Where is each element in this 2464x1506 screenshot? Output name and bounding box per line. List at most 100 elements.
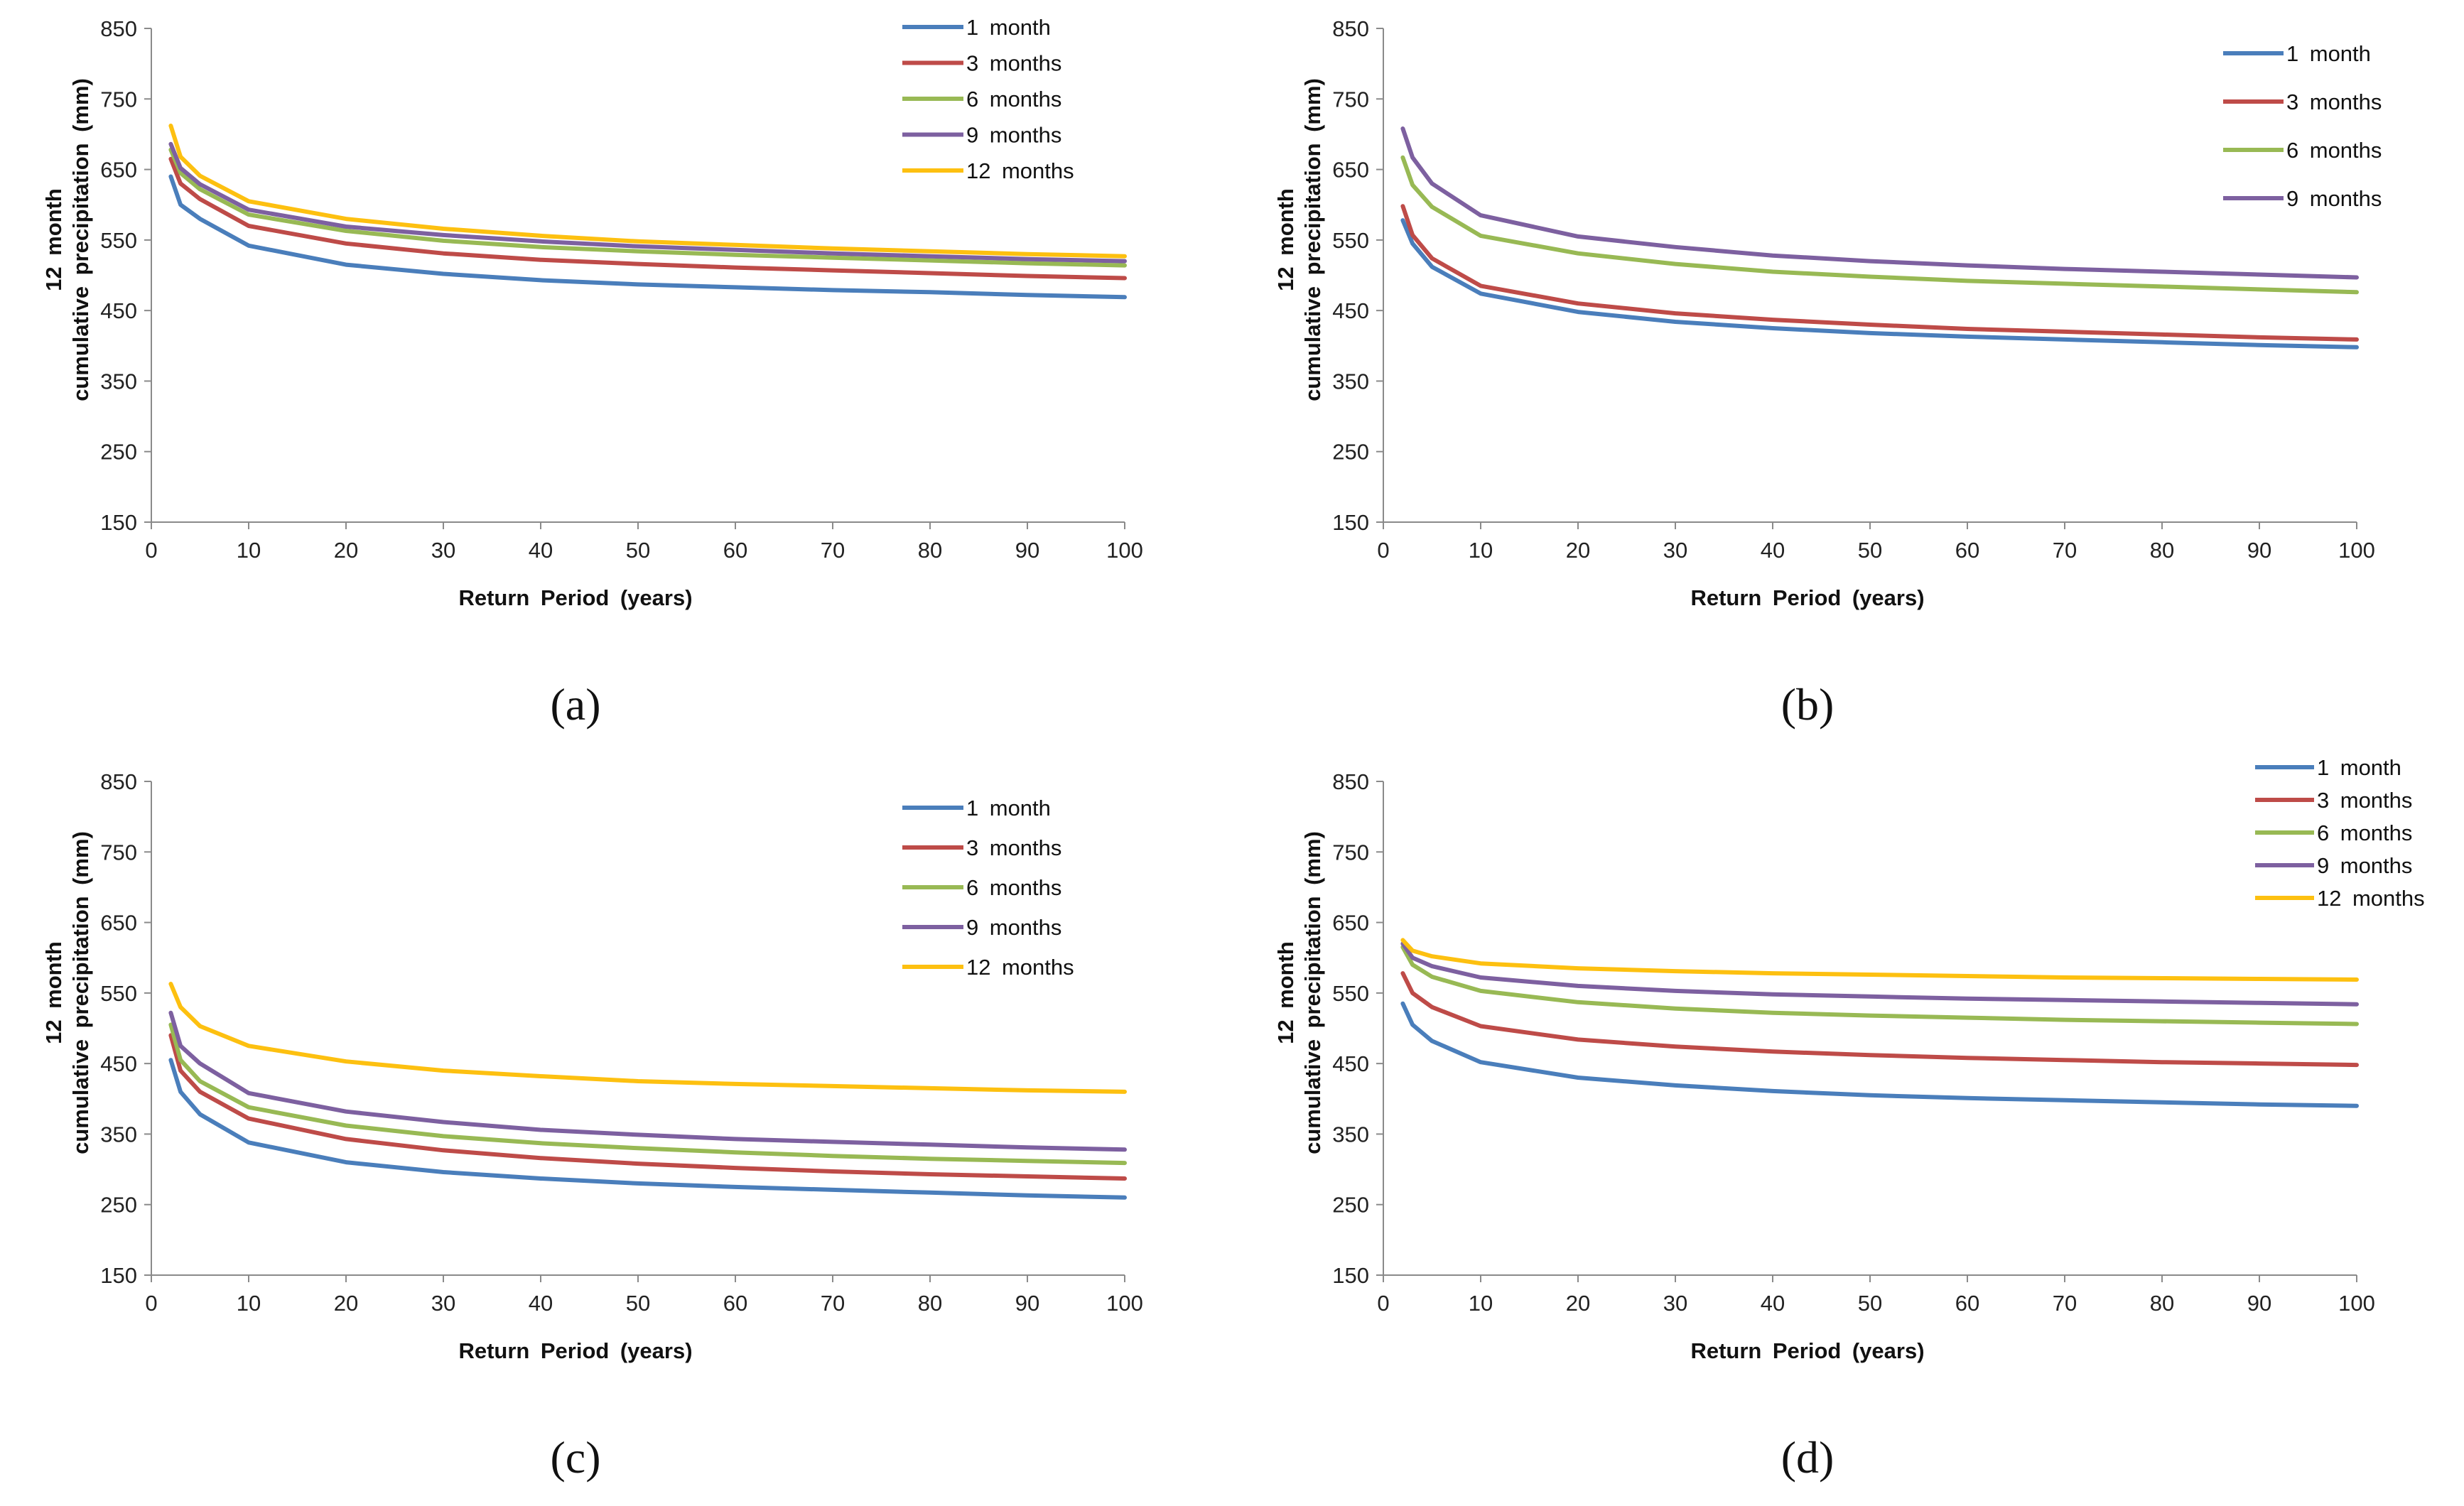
y-tick-label: 750 [100,840,137,865]
x-tick-label: 100 [2338,538,2375,563]
series-line [168,147,1127,268]
x-tick-label: 30 [431,538,455,563]
x-tick-label: 90 [2247,538,2271,563]
series-line [1400,938,2359,982]
series-line [168,982,1127,1094]
y-axis-title-line: cumulative precipitation (mm) [68,831,93,1154]
chart-panel: 150 250 350 450 550 650 750 850 0 10 20 30 40 50 60 70 8… [1232,753,2464,1506]
x-tick-label: 20 [1566,1291,1590,1316]
y-tick-label: 650 [1332,158,1369,183]
x-tick-label: 80 [918,1291,942,1316]
y-tick-label: 850 [1332,769,1369,794]
legend-label: 12 months [966,158,1074,183]
y-tick-label: 150 [1332,510,1369,535]
x-tick-label: 20 [334,1291,358,1316]
legend-label: 1 month [966,15,1051,40]
x-tick-label: 0 [1377,538,1389,563]
y-tick-label: 650 [1332,911,1369,936]
y-axis-title-line: 12 month [41,941,66,1044]
chart-panel: 150 250 350 450 550 650 750 850 0 10 20 30 40 50 60 70 8… [1232,0,2464,753]
x-tick-label: 0 [145,1291,157,1316]
x-tick-label: 40 [529,538,553,563]
y-tick-label: 350 [100,1122,137,1147]
panel-label: (c) [550,1432,601,1483]
y-tick-label: 250 [1332,440,1369,465]
series-line [168,1010,1127,1152]
y-tick-label: 750 [100,87,137,112]
x-tick-label: 40 [529,1291,553,1316]
x-tick-label: 20 [334,538,358,563]
x-tick-label: 90 [2247,1291,2271,1316]
x-tick-label: 30 [1663,538,1687,563]
x-tick-label: 10 [237,538,261,563]
y-tick-label: 650 [100,911,137,936]
y-axis-title-line: 12 month [1273,941,1298,1044]
series-line [168,174,1127,300]
y-tick-label: 850 [1332,16,1369,41]
y-tick-label: 450 [100,1051,137,1076]
x-tick-label: 100 [2338,1291,2375,1316]
x-tick-label: 70 [821,1291,845,1316]
y-tick-label: 250 [100,1193,137,1218]
legend-label: 3 months [2317,788,2412,813]
y-tick-label: 550 [1332,228,1369,253]
y-tick-label: 450 [100,298,137,323]
series-line [168,156,1127,281]
y-tick-label: 150 [100,510,137,535]
y-tick-label: 150 [1332,1263,1369,1288]
x-tick-label: 60 [723,538,747,563]
legend-label: 1 month [966,796,1051,820]
legend-label: 6 months [2286,138,2382,163]
series-line [168,1022,1127,1166]
series-line [1400,971,2359,1068]
x-tick-label: 70 [821,538,845,563]
series-line [1400,1001,2359,1108]
chart-panel: 150 250 350 450 550 650 750 850 0 10 20 30 40 50 60 70 8… [0,753,1232,1506]
x-tick-label: 60 [1955,538,1979,563]
x-tick-label: 50 [626,1291,650,1316]
legend-label: 12 months [2317,886,2425,911]
y-tick-label: 750 [1332,87,1369,112]
legend-label: 3 months [966,51,1061,76]
y-tick-label: 350 [1332,1122,1369,1147]
series-line [168,1058,1127,1200]
x-tick-label: 60 [1955,1291,1979,1316]
y-tick-label: 250 [100,440,137,465]
y-tick-label: 850 [100,16,137,41]
x-tick-label: 70 [2053,1291,2077,1316]
x-tick-label: 100 [1106,1291,1143,1316]
legend-label: 9 months [2286,186,2382,211]
x-tick-label: 10 [237,1291,261,1316]
x-tick-label: 60 [723,1291,747,1316]
y-tick-label: 350 [100,369,137,394]
y-tick-label: 550 [100,981,137,1006]
series-line [1400,941,2359,1007]
x-tick-label: 30 [431,1291,455,1316]
y-tick-label: 150 [100,1263,137,1288]
y-tick-label: 250 [1332,1193,1369,1218]
chart-svg: 150 250 350 450 550 650 750 850 0 10 20 30 40 50 60 70 8… [41,15,1143,610]
y-tick-label: 550 [100,228,137,253]
y-tick-label: 750 [1332,840,1369,865]
x-tick-label: 10 [1469,1291,1493,1316]
x-tick-label: 20 [1566,538,1590,563]
x-tick-label: 100 [1106,538,1143,563]
legend-label: 9 months [966,915,1061,940]
x-tick-label: 50 [1858,538,1882,563]
legend-label: 6 months [966,875,1061,900]
x-tick-label: 90 [1015,1291,1039,1316]
y-tick-label: 350 [1332,369,1369,394]
y-tick-label: 850 [100,769,137,794]
y-axis-title-line: cumulative precipitation (mm) [68,78,93,401]
legend-label: 6 months [2317,820,2412,845]
series-line [1400,126,2359,280]
series-line [168,1033,1127,1181]
legend-label: 3 months [966,835,1061,860]
legend-label: 12 months [966,955,1074,980]
x-tick-label: 40 [1761,538,1785,563]
legend-label: 1 month [2317,755,2401,780]
y-tick-label: 650 [100,158,137,183]
y-axis-title-line: 12 month [41,188,66,291]
y-axis-title-line: cumulative precipitation (mm) [1300,831,1325,1154]
